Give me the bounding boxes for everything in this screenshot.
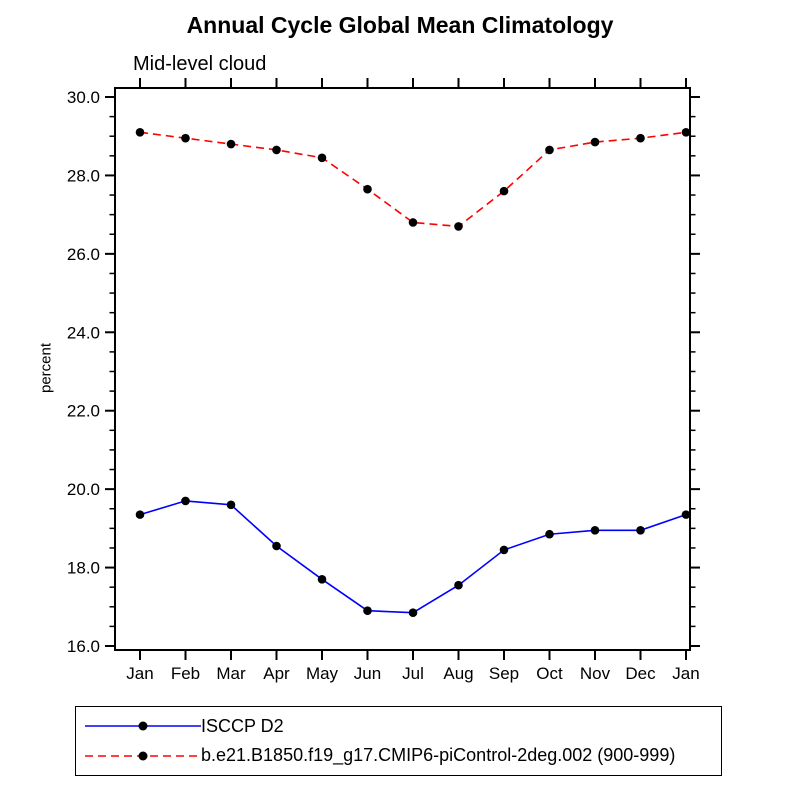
data-point	[363, 184, 372, 194]
x-tick-label: Jan	[672, 664, 699, 683]
y-tick-label: 22.0	[67, 402, 100, 421]
x-tick-label: Nov	[580, 664, 611, 683]
y-tick-label: 24.0	[67, 323, 100, 342]
y-tick-label: 20.0	[67, 480, 100, 499]
data-point	[636, 133, 645, 143]
data-point	[272, 145, 281, 155]
x-tick-label: Aug	[443, 664, 473, 683]
data-point	[590, 526, 600, 535]
y-tick-label: 18.0	[67, 559, 100, 578]
data-point	[317, 153, 327, 163]
legend: ISCCP D2 b.e21.B1850.f19_g17.CMIP6-piCon…	[75, 706, 722, 776]
data-point	[545, 529, 554, 539]
data-point	[226, 500, 236, 510]
data-point	[226, 139, 236, 149]
data-point	[135, 510, 145, 519]
data-point	[454, 222, 463, 231]
chart-subtitle: Mid-level cloud	[133, 53, 267, 75]
x-tick-label: Apr	[263, 664, 290, 683]
legend-marker-dot-icon	[138, 721, 148, 731]
data-point	[454, 580, 463, 590]
legend-item-1: b.e21.B1850.f19_g17.CMIP6-piControl-2deg…	[85, 745, 721, 766]
x-tick-label: Oct	[536, 664, 563, 683]
y-tick-label: 26.0	[67, 245, 100, 264]
legend-label-0: ISCCP D2	[201, 715, 284, 736]
data-point	[363, 606, 372, 616]
x-tick-label: May	[306, 664, 339, 683]
data-point	[636, 526, 645, 535]
series-line-0	[139, 500, 687, 614]
x-tick-label: Mar	[216, 664, 246, 683]
x-tick-label: Feb	[171, 664, 200, 683]
data-point	[181, 496, 190, 506]
data-point	[499, 545, 509, 555]
data-point	[681, 127, 691, 137]
y-tick-label: 28.0	[67, 166, 100, 185]
plot-frame	[114, 87, 691, 651]
data-point	[317, 575, 327, 584]
x-tick-label: Dec	[625, 664, 656, 683]
series-line-1	[139, 131, 687, 228]
data-point	[408, 608, 418, 617]
data-point	[590, 137, 600, 147]
data-point	[545, 145, 554, 155]
legend-marker-dot-icon	[138, 751, 148, 761]
legend-line-sample-dashed	[85, 751, 201, 761]
legend-item-0: ISCCP D2	[85, 716, 721, 737]
x-tick-label: Jun	[354, 664, 381, 683]
x-tick-label: Sep	[489, 664, 519, 683]
data-point	[499, 186, 509, 196]
data-point	[408, 218, 418, 227]
y-tick-label: 30.0	[67, 88, 100, 107]
x-tick-label: Jan	[126, 664, 153, 683]
data-point	[681, 510, 691, 519]
legend-label-1: b.e21.B1850.f19_g17.CMIP6-piControl-2deg…	[201, 745, 676, 766]
legend-line-sample-solid	[85, 721, 201, 731]
data-point	[135, 127, 145, 137]
data-point	[272, 541, 281, 551]
y-tick-label: 16.0	[67, 637, 100, 656]
data-point	[181, 133, 190, 143]
x-tick-label: Jul	[402, 664, 424, 683]
chart-title: Annual Cycle Global Mean Climatology	[186, 12, 614, 38]
